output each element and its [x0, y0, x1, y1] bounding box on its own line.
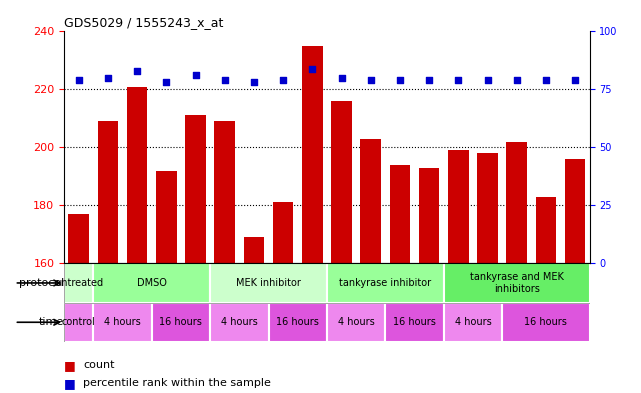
Text: GDS5029 / 1555243_x_at: GDS5029 / 1555243_x_at — [64, 16, 224, 29]
Bar — [244, 237, 264, 263]
Text: tankyrase and MEK
inhibitors: tankyrase and MEK inhibitors — [470, 272, 563, 294]
Point — [220, 77, 230, 83]
Bar — [385, 303, 444, 342]
Bar — [210, 303, 269, 342]
Text: ■: ■ — [64, 359, 76, 372]
Point — [278, 77, 288, 83]
Text: time: time — [39, 317, 64, 327]
Bar — [94, 303, 152, 342]
Point — [132, 68, 142, 74]
Bar — [64, 303, 94, 342]
Bar — [327, 263, 444, 303]
Bar — [185, 116, 206, 263]
Point — [365, 77, 376, 83]
Bar — [536, 196, 556, 263]
Bar — [444, 263, 590, 303]
Bar — [331, 101, 352, 263]
Text: 4 hours: 4 hours — [338, 317, 374, 327]
Bar — [419, 168, 439, 263]
Text: DMSO: DMSO — [137, 278, 167, 288]
Bar — [302, 46, 322, 263]
Bar — [215, 121, 235, 263]
Point — [483, 77, 493, 83]
Text: MEK inhibitor: MEK inhibitor — [236, 278, 301, 288]
Text: tankyrase inhibitor: tankyrase inhibitor — [339, 278, 431, 288]
Point — [424, 77, 434, 83]
Text: 16 hours: 16 hours — [524, 317, 567, 327]
Text: 4 hours: 4 hours — [454, 317, 491, 327]
Point — [395, 77, 405, 83]
Point — [103, 75, 113, 81]
Text: 4 hours: 4 hours — [104, 317, 141, 327]
Point — [570, 77, 580, 83]
Bar — [273, 202, 294, 263]
Bar — [97, 121, 118, 263]
Point — [541, 77, 551, 83]
Bar — [502, 303, 590, 342]
Bar — [94, 263, 210, 303]
Point — [74, 77, 84, 83]
Bar — [360, 139, 381, 263]
Bar — [156, 171, 176, 263]
Bar — [64, 263, 94, 303]
Bar — [327, 303, 385, 342]
Text: 4 hours: 4 hours — [221, 317, 258, 327]
Point — [512, 77, 522, 83]
Bar — [152, 303, 210, 342]
Text: 16 hours: 16 hours — [276, 317, 319, 327]
Bar — [478, 153, 498, 263]
Bar — [69, 214, 89, 263]
Text: percentile rank within the sample: percentile rank within the sample — [83, 378, 271, 388]
Bar — [127, 86, 147, 263]
Bar — [448, 150, 469, 263]
Text: count: count — [83, 360, 115, 371]
Point — [190, 72, 201, 79]
Bar — [506, 141, 527, 263]
Text: 16 hours: 16 hours — [393, 317, 436, 327]
Point — [337, 75, 347, 81]
Text: protocol: protocol — [19, 278, 64, 288]
Bar — [444, 303, 502, 342]
Text: untreated: untreated — [54, 278, 103, 288]
Point — [307, 65, 317, 72]
Bar — [565, 159, 585, 263]
Bar — [269, 303, 327, 342]
Bar — [390, 165, 410, 263]
Text: control: control — [62, 317, 96, 327]
Text: 16 hours: 16 hours — [160, 317, 203, 327]
Text: ■: ■ — [64, 376, 76, 390]
Bar — [210, 263, 327, 303]
Point — [161, 79, 171, 86]
Point — [249, 79, 259, 86]
Point — [453, 77, 463, 83]
